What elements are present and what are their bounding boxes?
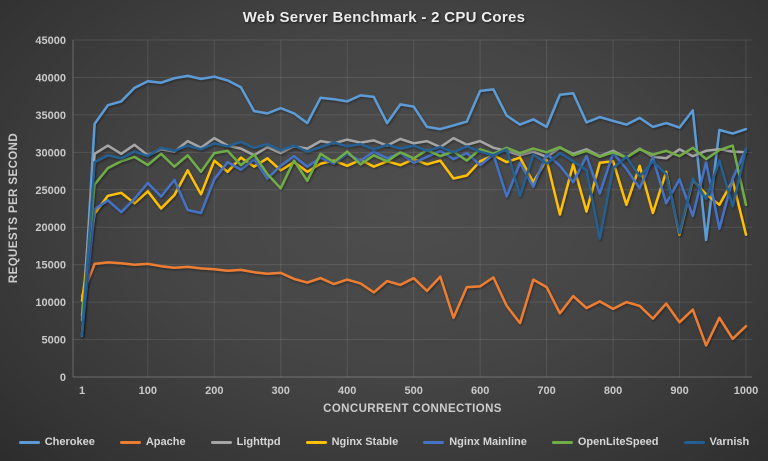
x-tick-label: 900 bbox=[670, 385, 688, 397]
legend-item-apache: Apache bbox=[119, 436, 186, 448]
y-tick-label: 15000 bbox=[35, 260, 66, 272]
x-tick-label: 300 bbox=[272, 385, 290, 397]
x-tick-label: 700 bbox=[537, 385, 555, 397]
series-line-openlitespeed bbox=[80, 144, 748, 322]
legend-swatch-nginx-mainline bbox=[423, 440, 445, 444]
x-tick-label: 200 bbox=[205, 385, 223, 397]
legend-label-lighttpd: Lighttpd bbox=[236, 436, 281, 448]
chart-title: Web Server Benchmark - 2 CPU Cores bbox=[242, 9, 526, 26]
legend-label-cherokee: Cherokee bbox=[44, 436, 95, 448]
x-tick-label: 600 bbox=[471, 385, 489, 397]
y-tick-label: 20000 bbox=[35, 222, 66, 234]
x-tick-label: 1000 bbox=[734, 385, 758, 397]
y-tick-label: 45000 bbox=[35, 35, 66, 47]
legend-swatch-varnish bbox=[683, 440, 705, 444]
legend-item-varnish: Varnish bbox=[683, 436, 750, 448]
x-tick-label: 400 bbox=[338, 385, 356, 397]
legend-swatch-lighttpd bbox=[210, 440, 232, 444]
series-line-nginx-mainline bbox=[80, 148, 748, 335]
legend-swatch-apache bbox=[119, 440, 141, 444]
y-tick-label: 25000 bbox=[35, 185, 66, 197]
x-tick-label: 1 bbox=[79, 385, 85, 397]
y-tick-label: 10000 bbox=[35, 297, 66, 309]
legend-item-nginx-mainline: Nginx Mainline bbox=[423, 436, 527, 448]
x-axis-title: CONCURRENT CONNECTIONS bbox=[323, 403, 502, 415]
legend-item-nginx-stable: Nginx Stable bbox=[305, 436, 399, 448]
x-tick-label: 100 bbox=[139, 385, 157, 397]
legend-item-openlitespeed: OpenLiteSpeed bbox=[551, 436, 659, 448]
legend-label-varnish: Varnish bbox=[709, 436, 750, 448]
series-line-cherokee bbox=[80, 74, 748, 338]
y-tick-label: 0 bbox=[60, 372, 66, 384]
y-tick-label: 40000 bbox=[35, 72, 66, 84]
legend: Cherokee Apache Lighttpd Nginx Stable Nginx … bbox=[0, 436, 768, 448]
series-line-apache bbox=[80, 261, 748, 347]
y-tick-label: 5000 bbox=[42, 335, 66, 347]
legend-label-apache: Apache bbox=[145, 436, 186, 448]
y-tick-label: 35000 bbox=[35, 110, 66, 122]
legend-item-lighttpd: Lighttpd bbox=[210, 436, 281, 448]
legend-swatch-nginx-stable bbox=[305, 440, 327, 444]
x-tick-label: 500 bbox=[404, 385, 422, 397]
legend-swatch-openlitespeed bbox=[551, 440, 573, 444]
legend-label-openlitespeed: OpenLiteSpeed bbox=[577, 436, 659, 448]
series-line-varnish bbox=[80, 140, 748, 337]
y-tick-label: 30000 bbox=[35, 147, 66, 159]
x-tick-label: 800 bbox=[604, 385, 622, 397]
legend-label-nginx-stable: Nginx Stable bbox=[331, 436, 399, 448]
legend-swatch-cherokee bbox=[18, 440, 40, 444]
legend-label-nginx-mainline: Nginx Mainline bbox=[449, 436, 527, 448]
legend-item-cherokee: Cherokee bbox=[18, 436, 95, 448]
